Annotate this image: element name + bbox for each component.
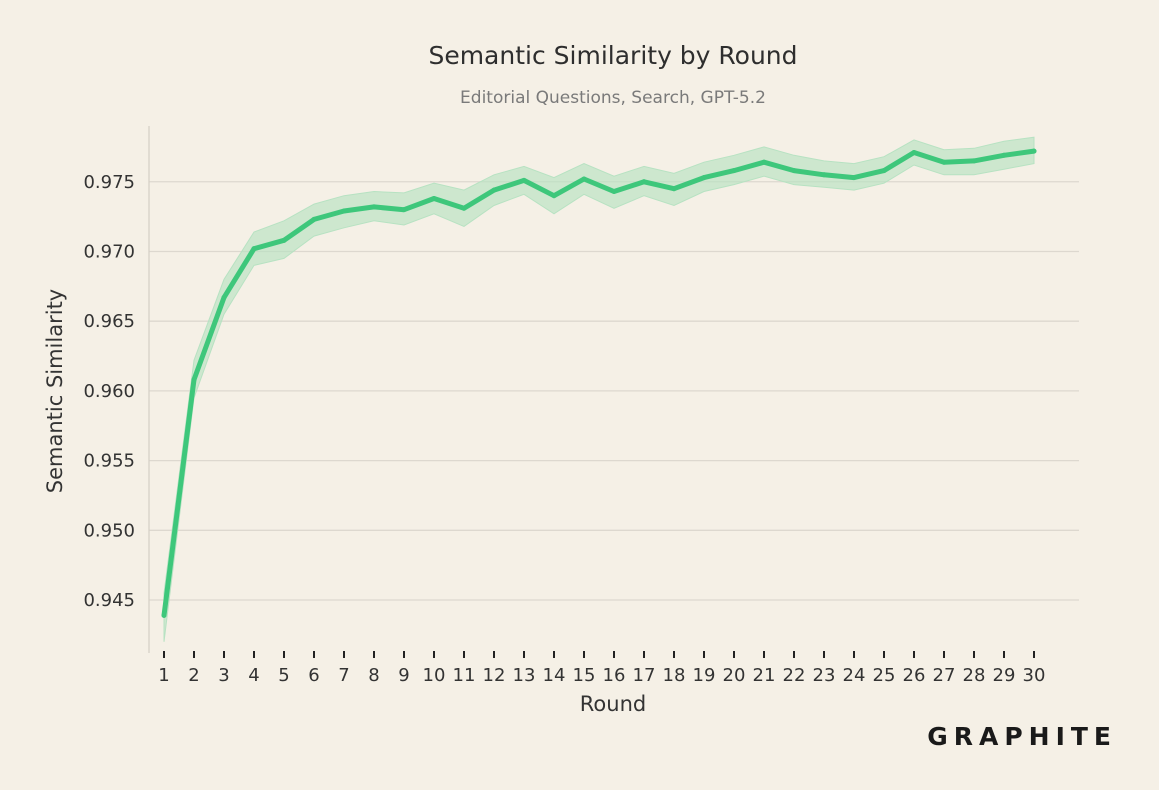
x-tick-label: 16 — [603, 665, 626, 686]
x-tick-label: 22 — [783, 665, 806, 686]
x-tick-label: 23 — [813, 665, 836, 686]
data-point — [581, 176, 587, 182]
x-tick-label: 10 — [423, 665, 446, 686]
y-tick-labels: 0.945 0.950 0.955 0.960 0.965 0.970 0.975 — [83, 172, 135, 611]
confidence-band — [163, 136, 1035, 642]
data-point — [311, 216, 317, 222]
x-tick-label: 5 — [278, 665, 289, 686]
grid-lines — [149, 181, 1079, 601]
data-point — [161, 612, 167, 618]
data-point — [731, 168, 737, 174]
x-tick-label: 15 — [573, 665, 596, 686]
data-point — [281, 237, 287, 243]
data-point — [911, 149, 917, 155]
data-point — [881, 168, 887, 174]
series-line — [161, 148, 1037, 618]
x-tick-label: 4 — [248, 665, 259, 686]
data-point — [551, 193, 557, 199]
x-tick-label: 9 — [398, 665, 409, 686]
x-ticks: 1 2 3 4 5 6 7 8 9 10 11 12 13 14 15 16 17 18 19 20 21 22 23 24 2… — [158, 651, 1045, 686]
x-tick-label: 28 — [963, 665, 986, 686]
x-axis-label: Round — [580, 692, 646, 716]
series-line-layer — [161, 148, 1037, 618]
data-point — [701, 175, 707, 181]
x-tick-label: 3 — [218, 665, 229, 686]
data-point — [971, 158, 977, 164]
x-tick-label: 30 — [1023, 665, 1046, 686]
data-point — [941, 159, 947, 165]
x-tick-label: 19 — [693, 665, 716, 686]
data-point — [251, 246, 257, 252]
x-tick-label: 26 — [903, 665, 926, 686]
x-tick-label: 27 — [933, 665, 956, 686]
y-axis-label: Semantic Similarity — [43, 289, 67, 493]
data-point — [461, 205, 467, 211]
confidence-band-layer — [163, 136, 1035, 642]
data-point — [341, 208, 347, 214]
data-point — [611, 189, 617, 195]
data-point — [371, 204, 377, 210]
chart-title: Semantic Similarity by Round — [428, 41, 797, 70]
data-point — [851, 175, 857, 181]
data-point — [1031, 148, 1037, 154]
x-tick-label: 21 — [753, 665, 776, 686]
x-tick-label: 13 — [513, 665, 536, 686]
y-tick-label: 0.950 — [83, 520, 135, 541]
data-point — [641, 179, 647, 185]
x-tick-label: 12 — [483, 665, 506, 686]
x-tick-label: 7 — [338, 665, 349, 686]
y-tick-label: 0.965 — [83, 311, 135, 332]
x-tick-label: 24 — [843, 665, 866, 686]
data-point — [761, 159, 767, 165]
data-point — [821, 172, 827, 178]
x-tick-label: 6 — [308, 665, 319, 686]
y-tick-label: 0.960 — [83, 381, 135, 402]
x-tick-label: 29 — [993, 665, 1016, 686]
y-tick-label: 0.975 — [83, 172, 135, 193]
x-tick-label: 1 — [158, 665, 169, 686]
y-tick-label: 0.955 — [83, 451, 135, 472]
y-tick-label: 0.945 — [83, 590, 135, 611]
x-tick-label: 18 — [663, 665, 686, 686]
x-tick-label: 17 — [633, 665, 656, 686]
data-point — [431, 195, 437, 201]
chart-subtitle: Editorial Questions, Search, GPT-5.2 — [460, 88, 766, 108]
x-tick-label: 20 — [723, 665, 746, 686]
x-tick-label: 11 — [453, 665, 476, 686]
data-point — [671, 186, 677, 192]
data-point — [491, 187, 497, 193]
x-tick-label: 2 — [188, 665, 199, 686]
data-point — [791, 168, 797, 174]
y-tick-label: 0.970 — [83, 241, 135, 262]
x-tick-label: 25 — [873, 665, 896, 686]
data-point — [401, 207, 407, 213]
data-point — [221, 294, 227, 300]
data-point — [191, 377, 197, 383]
data-point — [1001, 152, 1007, 158]
x-tick-label: 8 — [368, 665, 379, 686]
data-point — [521, 177, 527, 183]
x-tick-label: 14 — [543, 665, 566, 686]
graphite-logo: GRAPHITE — [927, 722, 1117, 751]
